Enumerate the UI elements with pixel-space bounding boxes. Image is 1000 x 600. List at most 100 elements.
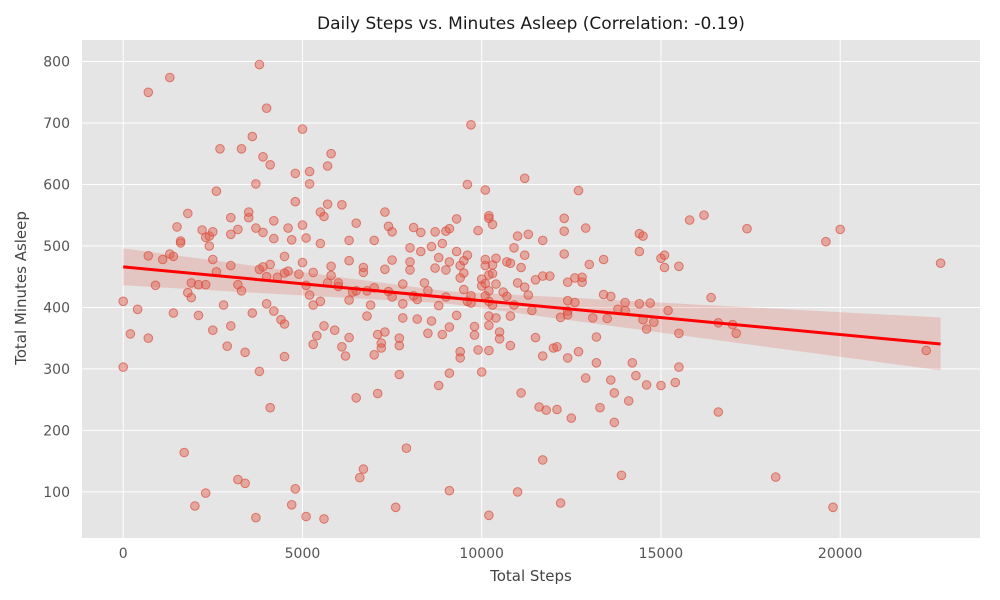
data-point [459, 268, 469, 278]
data-point [344, 295, 354, 305]
data-point [362, 311, 372, 321]
data-point [519, 250, 530, 260]
data-point [340, 351, 351, 361]
data-point [190, 501, 200, 511]
data-point [566, 413, 577, 423]
x-tick-label: 20000 [818, 546, 863, 562]
data-point [674, 261, 684, 272]
data-point [283, 223, 293, 233]
data-point [770, 472, 781, 482]
data-point [469, 330, 480, 340]
data-point [523, 290, 534, 300]
data-point [537, 455, 548, 465]
data-point [634, 299, 645, 309]
data-point [609, 417, 620, 428]
data-point [344, 255, 354, 266]
data-point [487, 219, 498, 230]
data-point [344, 235, 354, 246]
data-point [451, 214, 462, 224]
data-point [279, 319, 290, 329]
data-point [519, 282, 530, 293]
data-point [365, 300, 376, 310]
data-point [502, 291, 512, 302]
data-point [616, 470, 627, 481]
data-point [649, 317, 659, 328]
data-point [233, 224, 243, 235]
data-point [555, 312, 566, 323]
y-tick-labels: 100 200 300 400 500 600 700 800 [43, 55, 70, 501]
data-point [372, 329, 383, 340]
data-point [537, 351, 548, 361]
data-point [254, 366, 265, 377]
data-point [258, 227, 268, 238]
data-point [290, 196, 301, 207]
data-point [444, 322, 455, 332]
x-tick-label: 15000 [639, 546, 684, 562]
data-point [186, 278, 197, 288]
y-axis-label: Total Minutes Asleep [12, 211, 30, 366]
data-point [269, 233, 279, 244]
x-tick-label: 0 [119, 546, 128, 562]
data-point [577, 277, 587, 288]
data-point [455, 353, 466, 363]
data-point [405, 265, 415, 275]
data-point [118, 296, 128, 307]
data-point [519, 173, 530, 184]
data-point [193, 310, 204, 321]
y-tick-label: 500 [43, 239, 70, 255]
data-point [462, 250, 473, 260]
data-point [484, 311, 494, 321]
data-point [254, 59, 265, 70]
regression-line [123, 265, 941, 346]
data-point [297, 124, 308, 134]
data-point [416, 246, 426, 257]
data-point [337, 200, 347, 210]
data-point [562, 277, 573, 288]
data-point [193, 279, 204, 290]
data-point [491, 313, 501, 323]
data-point [476, 367, 487, 377]
data-point [240, 478, 250, 489]
data-point [584, 259, 595, 270]
data-point [326, 148, 336, 159]
data-point [172, 222, 182, 232]
data-point [329, 325, 340, 336]
data-point [562, 353, 573, 363]
data-point [423, 328, 433, 339]
data-point [555, 498, 566, 508]
data-point [462, 179, 473, 190]
data-point [125, 329, 136, 339]
y-tick-label: 200 [43, 423, 70, 439]
data-point [290, 168, 301, 179]
data-point [269, 216, 279, 226]
data-points [118, 59, 946, 524]
data-point [258, 262, 268, 272]
data-point [304, 166, 315, 177]
data-point [358, 267, 369, 278]
data-point [494, 327, 505, 337]
data-point [412, 294, 423, 305]
data-point [372, 388, 383, 399]
data-point [609, 388, 620, 398]
x-tick-label: 5000 [285, 546, 321, 562]
data-point [545, 271, 555, 281]
data-point [674, 328, 684, 339]
regression-line-layer [123, 265, 941, 346]
data-point [304, 179, 315, 189]
y-tick-label: 300 [43, 362, 70, 378]
data-point [358, 262, 369, 273]
data-point [208, 227, 218, 237]
y-tick-label: 100 [43, 485, 70, 501]
data-point [344, 332, 354, 343]
data-point [304, 290, 315, 300]
data-point [921, 345, 932, 356]
data-point [935, 258, 946, 269]
data-point [376, 338, 387, 348]
data-point [226, 212, 236, 223]
data-point [598, 254, 609, 265]
data-point [265, 259, 276, 270]
data-point [591, 358, 602, 368]
data-point [168, 251, 179, 262]
data-point [537, 271, 548, 281]
data-point [469, 321, 480, 332]
